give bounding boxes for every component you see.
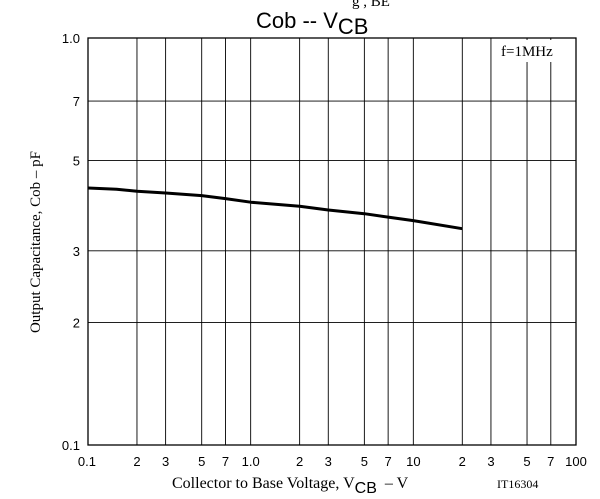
plot-frame [87,37,577,446]
x-axis-label-main: Collector to Base Voltage, V [172,475,355,492]
x-tick-label: 2 [296,454,303,469]
chart-title-sub: CB [338,14,369,39]
figure-id: IT16304 [497,477,538,491]
x-tick-label: 3 [487,454,494,469]
annotation-box [498,40,574,62]
y-tick-label: 7 [73,94,80,109]
x-tick-label: 5 [361,454,368,469]
x-tick-label: 2 [459,454,466,469]
x-tick-label: 5 [198,454,205,469]
chart-title-main: Cob -- V [256,8,338,33]
x-axis-label: Collector to Base Voltage, VCB – V [172,475,409,497]
y-axis-label: Output Capacitance, Cob – pF [28,151,44,333]
x-tick-label: 3 [325,454,332,469]
x-tick-label: 0.1 [78,454,96,469]
series-layer [87,186,463,231]
x-tick-label: 1.0 [242,454,260,469]
y-tick-label: 1.0 [62,31,80,46]
x-tick-label: 2 [133,454,140,469]
y-tick-label: 5 [73,154,80,169]
series-line-cob [87,186,463,231]
x-tick-label: 7 [547,454,554,469]
y-tick-label: 2 [73,315,80,330]
x-tick-labels: 0.1 2 3 5 7 1.0 2 3 5 7 10 2 3 5 7 100 [78,454,587,469]
x-axis-label-sub: CB [355,480,377,497]
x-tick-label: 5 [523,454,530,469]
x-tick-label: 7 [222,454,229,469]
x-tick-label: 3 [162,454,169,469]
x-tick-label: 100 [565,454,587,469]
grid-layer [88,38,576,445]
y-tick-labels: 0.1 2 3 5 7 1.0 [62,31,80,453]
y-tick-label: 3 [73,244,80,259]
chart-title: Cob -- VCB [256,8,368,39]
clipped-top-text: g , BE [352,0,390,10]
y-tick-label: 0.1 [62,438,80,453]
x-axis-label-tail: – V [384,475,409,492]
x-tick-label: 7 [385,454,392,469]
x-tick-label: 10 [406,454,420,469]
annotation-frequency: f=1MHz [501,44,553,60]
